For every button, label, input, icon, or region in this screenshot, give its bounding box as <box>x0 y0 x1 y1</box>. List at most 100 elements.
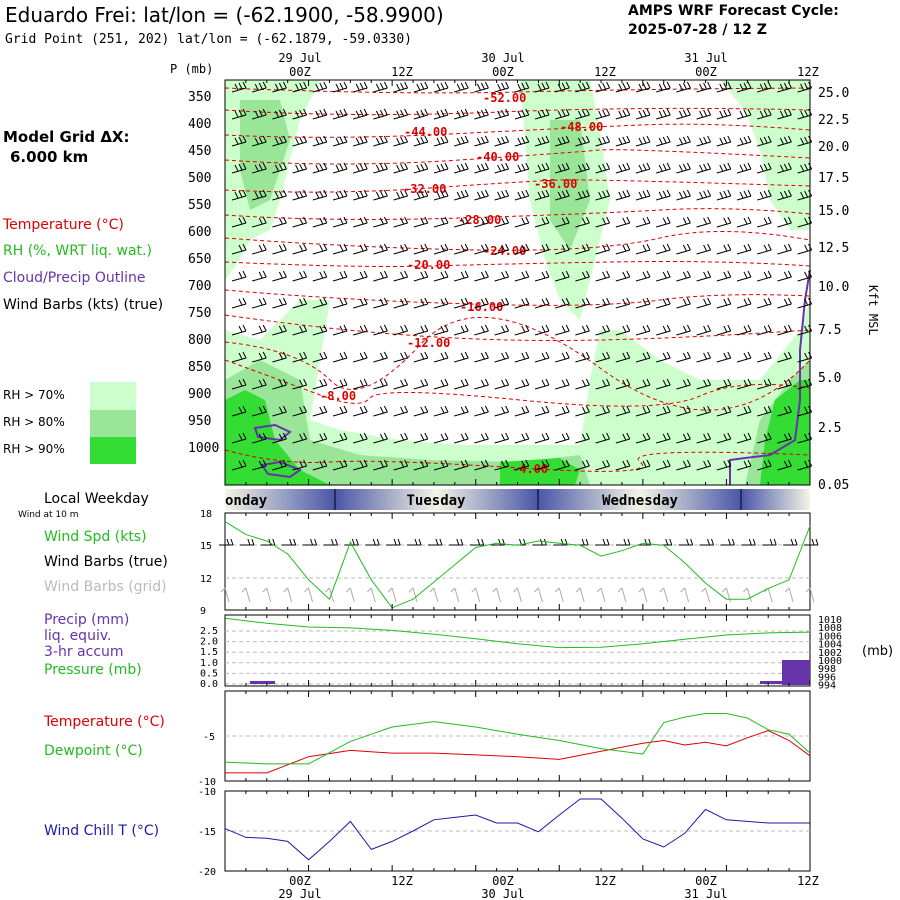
wind-barb <box>292 81 308 93</box>
wind-barb <box>757 81 772 93</box>
wind-barb <box>393 108 409 120</box>
wind-barb <box>353 189 368 201</box>
wind-barb <box>777 216 792 228</box>
chill-tick: -10 <box>198 787 216 798</box>
pressure-tick: 500 <box>188 171 211 186</box>
wind-barb <box>757 270 772 282</box>
surface-wind-barbs <box>219 538 819 546</box>
wind-barb <box>514 243 530 255</box>
wind-barb <box>635 270 651 282</box>
rh70-label: RH > 70% <box>3 388 65 402</box>
wind-barb <box>393 324 409 336</box>
wind-barb <box>454 432 469 444</box>
wind-barb <box>454 162 469 174</box>
wind-barb <box>332 378 348 390</box>
wind-barb <box>696 216 712 228</box>
wind-barb <box>231 189 247 201</box>
wind-barb <box>231 162 247 174</box>
wind-barb <box>312 432 328 444</box>
wind-barb <box>474 432 489 444</box>
wind-barb <box>373 216 388 228</box>
wind-barb <box>595 459 611 471</box>
wind-barb <box>595 216 611 228</box>
temperature-contour-labels: -52.00 -48.00 -44.00 -40.00 -36.00 -32.0… <box>320 91 603 476</box>
wind-barb <box>272 324 287 336</box>
wind-barb <box>252 459 267 471</box>
wind-barb <box>534 81 550 93</box>
pressure-tick: 800 <box>188 333 211 348</box>
wind-barb <box>656 324 671 336</box>
wind-barb <box>413 324 429 336</box>
wind-barb <box>696 108 712 120</box>
wind-barb <box>716 297 732 309</box>
wind-barb <box>454 459 469 471</box>
grid-wind-barb <box>220 587 230 603</box>
wind-barb <box>413 432 429 444</box>
wind-barb <box>494 297 510 309</box>
grid-wind-barb <box>554 587 564 603</box>
rh70-swatch <box>90 382 136 410</box>
wind-barb <box>252 216 267 228</box>
wind-barb <box>474 189 489 201</box>
wind-barb <box>231 243 247 255</box>
wind-barb <box>615 324 631 336</box>
bottom-date-label: 31 Jul <box>684 887 727 900</box>
wind-barb <box>231 351 247 363</box>
wind-barb <box>454 216 469 228</box>
wind-barb <box>454 81 469 93</box>
wind-barb <box>777 108 792 120</box>
legend-wind-barbs: Wind Barbs (kts) (true) <box>3 297 164 313</box>
wind-barb <box>635 324 651 336</box>
wind-barb <box>757 135 772 147</box>
wind-barb <box>615 432 631 444</box>
wind-barb <box>312 162 328 174</box>
wind-barb <box>272 378 287 390</box>
contour-label: -12.00 <box>407 336 450 350</box>
rh90-region-mid <box>500 458 580 485</box>
wind-barb <box>575 378 590 390</box>
kft-tick: 12.5 <box>818 241 849 256</box>
wind-barb <box>353 405 368 417</box>
kft-tick: 0.05 <box>818 478 849 493</box>
wind-barb <box>615 108 631 120</box>
wind-barb <box>252 243 267 255</box>
wind-barb <box>656 351 671 363</box>
wind-barb <box>454 351 469 363</box>
wind-barb <box>757 216 772 228</box>
wind-barb <box>433 189 449 201</box>
wind-barb <box>777 270 792 282</box>
wind-barb <box>595 324 611 336</box>
wind-barb <box>696 81 712 93</box>
wind-barb <box>534 216 550 228</box>
dewpoint-legend: Dewpoint (°C) <box>44 743 143 759</box>
wind-barb <box>514 378 530 390</box>
wind-barb <box>534 243 550 255</box>
wind-barb <box>676 324 691 336</box>
wind-barb <box>595 243 611 255</box>
wind-barb <box>433 216 449 228</box>
wind-barb <box>231 459 247 471</box>
wind-barb <box>292 351 308 363</box>
surface-wind-barb <box>407 538 422 546</box>
wind-barb <box>575 135 590 147</box>
wind-barb <box>413 270 429 282</box>
top-hour-label: 12Z <box>797 65 819 79</box>
contour-label: -28.00 <box>458 213 501 227</box>
wind-barb <box>555 378 570 390</box>
wind-barb <box>736 243 752 255</box>
wind-barb <box>757 324 772 336</box>
surface-wind-barb <box>783 538 798 546</box>
contour-label: -8.00 <box>320 389 356 403</box>
wind-barb <box>757 189 772 201</box>
wind-barb <box>252 324 267 336</box>
wind-barb <box>454 189 469 201</box>
wind-barb <box>474 378 489 390</box>
wind-at-10m-label: Wind at 10 m <box>18 510 79 520</box>
wind-barb <box>272 135 287 147</box>
wind-barb <box>696 324 712 336</box>
wind-barb <box>676 135 691 147</box>
wind-tick: 12 <box>200 574 212 585</box>
wind-barb <box>575 351 590 363</box>
rh80-region-mid <box>550 120 590 250</box>
wind-barb <box>413 162 429 174</box>
